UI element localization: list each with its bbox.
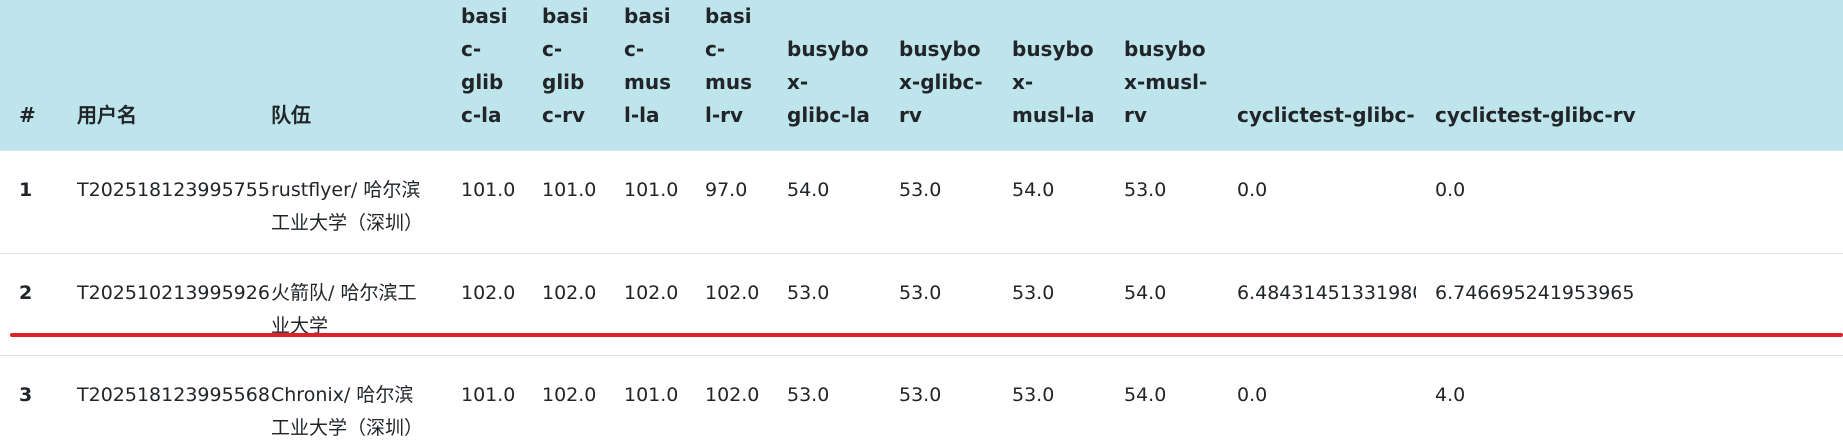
table-header-row: # 用户名 队伍 basic-glibc-la basic-glibc-rv b…	[0, 0, 1843, 151]
cell-score: 0.0	[1218, 150, 1416, 254]
cell-score: 102.0	[523, 355, 605, 443]
cell-score: 53.0	[768, 355, 880, 443]
cell-score: 53.0	[993, 355, 1105, 443]
cell-score: 101.0	[442, 355, 523, 443]
cell-score: 102.0	[523, 253, 605, 356]
cell-score: 101.0	[605, 355, 686, 443]
cell-username: T202518123995568	[58, 355, 270, 443]
cell-username: T202510213995926	[58, 253, 270, 356]
header-busybox-musl-la[interactable]: busybox-musl-la	[1012, 37, 1095, 127]
cell-score: 53.0	[1105, 150, 1218, 254]
cell-score: 101.0	[523, 150, 605, 254]
cell-team: Chronix/ 哈尔滨工业大学（深圳）	[252, 355, 442, 443]
cell-score: 101.0	[605, 150, 686, 254]
cell-score: 97.0	[686, 150, 768, 254]
cell-team: 火箭队/ 哈尔滨工业大学	[252, 253, 442, 356]
cell-score: 53.0	[880, 150, 993, 254]
table-row: 2 T202510213995926 火箭队/ 哈尔滨工业大学 102.0 10…	[0, 253, 1843, 356]
cell-score: 53.0	[768, 253, 880, 356]
header-cyclictest-glibc-la[interactable]: cyclictest-glibc-la	[1237, 103, 1416, 127]
cell-score: 102.0	[686, 253, 768, 356]
header-basic-glibc-rv[interactable]: basic-glibc-rv	[542, 4, 589, 127]
cell-score: 53.0	[880, 355, 993, 443]
cell-score: 6.746695241953965	[1416, 253, 1843, 356]
cell-score: 0.0	[1416, 150, 1843, 254]
cell-score: 53.0	[880, 253, 993, 356]
header-basic-musl-rv[interactable]: basic-musl-rv	[705, 4, 752, 127]
cell-score: 53.0	[993, 253, 1105, 356]
cell-rank: 2	[0, 253, 58, 356]
header-basic-glibc-la[interactable]: basic-glibc-la	[461, 4, 508, 127]
cell-score: 54.0	[993, 150, 1105, 254]
cell-score: 101.0	[442, 150, 523, 254]
table-row: 3 T202518123995568 Chronix/ 哈尔滨工业大学（深圳） …	[0, 355, 1843, 443]
cell-score: 54.0	[768, 150, 880, 254]
cell-rank: 3	[0, 355, 58, 443]
header-busybox-glibc-rv[interactable]: busybox-glibc-rv	[899, 37, 983, 127]
cell-username: T202518123995755	[58, 150, 270, 254]
header-rank[interactable]: #	[19, 103, 36, 127]
highlight-divider-line	[10, 333, 1843, 337]
table-row: 1 T202518123995755 rustflyer/ 哈尔滨工业大学（深圳…	[0, 150, 1843, 254]
cell-score: 102.0	[442, 253, 523, 356]
cell-score: 54.0	[1105, 253, 1218, 356]
cell-score: 102.0	[686, 355, 768, 443]
cell-team: rustflyer/ 哈尔滨工业大学（深圳）	[252, 150, 442, 254]
header-username[interactable]: 用户名	[77, 103, 137, 127]
header-team[interactable]: 队伍	[271, 103, 311, 127]
cell-score: 102.0	[605, 253, 686, 356]
cell-score: 4.0	[1416, 355, 1843, 443]
cell-score: 6.484314513319804	[1218, 253, 1416, 356]
header-busybox-musl-rv[interactable]: busybox-musl-rv	[1124, 37, 1208, 127]
header-cyclictest-glibc-rv[interactable]: cyclictest-glibc-rv	[1435, 103, 1636, 127]
header-basic-musl-la[interactable]: basic-musl-la	[624, 4, 671, 127]
cell-score: 0.0	[1218, 355, 1416, 443]
header-busybox-glibc-la[interactable]: busybox-glibc-la	[787, 37, 870, 127]
cell-rank: 1	[0, 150, 58, 254]
cell-score: 54.0	[1105, 355, 1218, 443]
